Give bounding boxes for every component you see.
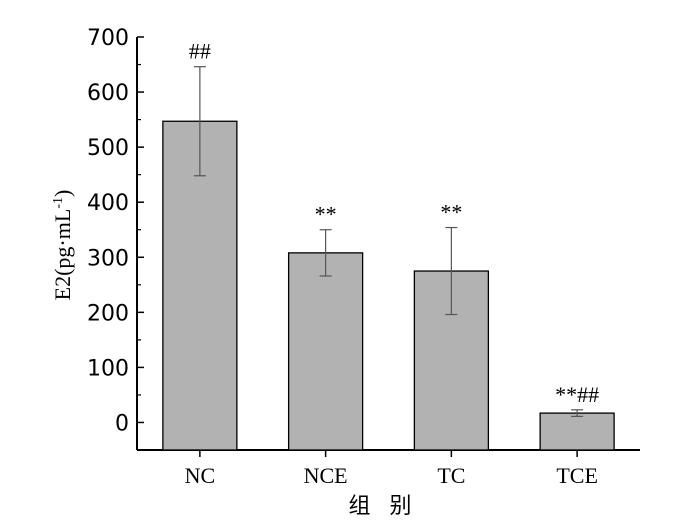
significance-annotation: ** <box>440 200 462 225</box>
x-axis-title: 组 别 <box>349 494 418 519</box>
x-tick-label: TCE <box>556 463 598 488</box>
significance-annotation: ** <box>315 202 337 227</box>
x-tick-label: NC <box>185 463 216 488</box>
y-axis-title: E2(pg·mL-1) <box>50 190 75 301</box>
x-tick-label: TC <box>437 463 465 488</box>
significance-annotation: ## <box>189 39 211 64</box>
y-tick-label: 300 <box>87 246 129 271</box>
x-tick-label: NCE <box>304 463 348 488</box>
y-tick-label: 700 <box>87 26 129 51</box>
y-axis-title-close: ) <box>50 190 75 197</box>
y-tick-label: 600 <box>87 81 129 106</box>
y-tick-label: 0 <box>115 411 129 436</box>
y-tick-label: 500 <box>87 136 129 161</box>
bar-tce <box>539 412 615 451</box>
plot-area: 0 100 200 300 400 500 600 700 ## NC ** NCE ** TC **## T… <box>87 26 640 488</box>
y-tick-label: 100 <box>87 356 129 381</box>
bar-nce <box>287 252 364 451</box>
significance-annotation: **## <box>555 382 599 407</box>
y-tick-label: 200 <box>87 301 129 326</box>
y-axis-title-superscript: -1 <box>51 197 66 209</box>
y-tick-label: 400 <box>87 191 129 216</box>
y-axis-title-main: E2(pg·mL <box>50 209 75 301</box>
